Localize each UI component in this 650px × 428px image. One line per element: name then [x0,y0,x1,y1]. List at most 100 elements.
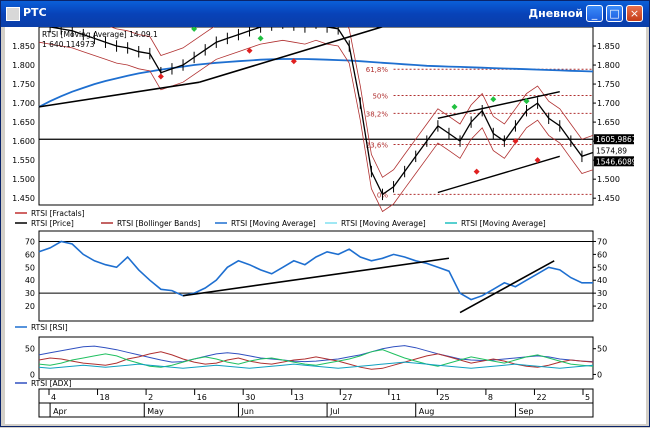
y-tick-left: 60 [25,250,35,259]
legend-label-adx: RTSI [ADX] [31,379,72,388]
channel-upper [437,90,560,119]
maximize-button[interactable]: □ [606,5,623,22]
x-tick-day: 4 [51,393,56,402]
value-label-box [594,134,634,145]
legend-label: RTSI [Moving Average] [231,219,316,228]
y-tick-right: 60 [597,250,607,259]
y-tick-right: 40 [597,276,607,285]
price-line [38,22,594,196]
minimize-button[interactable]: _ [586,5,603,22]
fractal-down-marker [512,138,519,145]
legend-label: RTSI [Moving Average] [461,219,546,228]
fractal-up-marker [191,25,198,32]
y-tick-right: 1.750 [597,80,620,89]
y-tick-right: 1.700 [597,99,620,108]
y-tick-left: 30 [25,289,35,298]
value-label: 1574,89 [596,147,627,156]
fib-level-label: 38,2% [366,110,389,118]
y-tick-right: 0 [597,370,602,379]
legend-label-rsi: RTSI [RSI] [31,323,68,332]
fractal-down-marker [246,47,253,54]
y-tick-left: 1.750 [12,80,35,89]
y-tick-right: 50 [597,263,607,272]
close-button[interactable]: × [626,5,643,22]
y-tick-left: 1.600 [12,137,35,146]
y-tick-left: 1.500 [12,175,35,184]
x-tick-month: Jun [240,407,254,416]
legend-label: RTSI [Price] [31,219,74,228]
x-tick-day: 16 [197,393,207,402]
trend-line-upper [199,24,389,83]
adx-series-line [38,361,594,369]
adx-series-line [38,349,594,368]
bollinger-lower [38,39,594,213]
x-tick-day: 13 [294,393,304,402]
fib-level-label: 50% [372,92,388,100]
x-tick-day: 22 [536,393,546,402]
y-tick-left: 1.650 [12,118,35,127]
y-tick-right: 1.500 [597,175,620,184]
value-label: 1605,9867 [596,135,637,144]
fractal-down-marker [534,157,541,164]
y-tick-left: 1.700 [12,99,35,108]
pane-frame-4 [38,402,594,418]
y-tick-right: 30 [597,289,607,298]
window-title: РТС [23,6,47,19]
y-tick-right: 1.850 [597,42,620,51]
x-tick-month: Aug [419,407,435,416]
y-tick-left: 0 [30,370,35,379]
app-icon [6,7,20,21]
timeframe-label[interactable]: Дневной [528,7,583,20]
x-tick-day: 27 [342,393,352,402]
y-tick-left: 1.550 [12,156,35,165]
fractal-down-marker [473,168,480,175]
fractal-up-marker [490,96,497,103]
fractal-down-marker [290,58,297,65]
x-tick-day: 11 [391,393,401,402]
legend-label: RTSI [Fractals] [31,209,85,218]
trend-line-lower [38,81,200,108]
y-tick-left: 40 [25,276,35,285]
y-tick-right: 1.800 [597,61,620,70]
x-tick-day: 5 [585,393,590,402]
fractal-up-marker [523,98,530,105]
x-tick-day: 30 [245,393,255,402]
y-tick-left: 50 [25,345,35,354]
rsi-trend-line-2 [459,260,555,314]
legend-label: RTSI [Bollinger Bands] [117,219,200,228]
rsi-line [38,240,593,301]
y-tick-left: 20 [25,302,35,311]
pane-frame-1 [38,230,594,322]
ma-long-line [38,58,594,108]
pane-frame-2 [38,336,594,380]
x-tick-month: May [147,407,164,416]
value-label: 1546,6089 [596,157,637,166]
title-bar[interactable]: РТС Дневной _ □ × [1,1,649,27]
legend-label: RTSI [Moving Average] [341,219,426,228]
fractal-up-marker [451,103,458,110]
value-label-box [594,156,634,167]
y-tick-right: 1.650 [597,118,620,127]
fractal-up-marker [257,35,264,42]
y-tick-right: 20 [597,302,607,311]
adx-series-line [38,345,594,363]
x-tick-day: 2 [148,393,153,402]
y-tick-right: 70 [597,237,607,246]
x-tick-month: Apr [53,407,68,416]
y-tick-left: 1.800 [12,61,35,70]
x-tick-month: Jul [329,407,340,416]
value-label-box [594,145,634,156]
y-tick-right: 1.450 [597,194,620,203]
chart-canvas[interactable]: 1.850 1.850 1.800 1.800 1.750 1.750 1.700 1.700… [5,5,646,424]
y-tick-right: 50 [597,345,607,354]
fib-level-label: 61,8% [366,66,389,74]
channel-lower [437,155,560,194]
fractal-down-marker [157,73,164,80]
y-tick-left: 1.450 [12,194,35,203]
y-tick-left: 1.850 [12,42,35,51]
x-tick-day: 18 [100,393,110,402]
chart-area[interactable]: 1.850 1.850 1.800 1.800 1.750 1.750 1.700 1.700… [5,5,646,424]
y-tick-left: 70 [25,237,35,246]
x-tick-month: Sep [518,407,533,416]
x-tick-day: 8 [488,393,493,402]
